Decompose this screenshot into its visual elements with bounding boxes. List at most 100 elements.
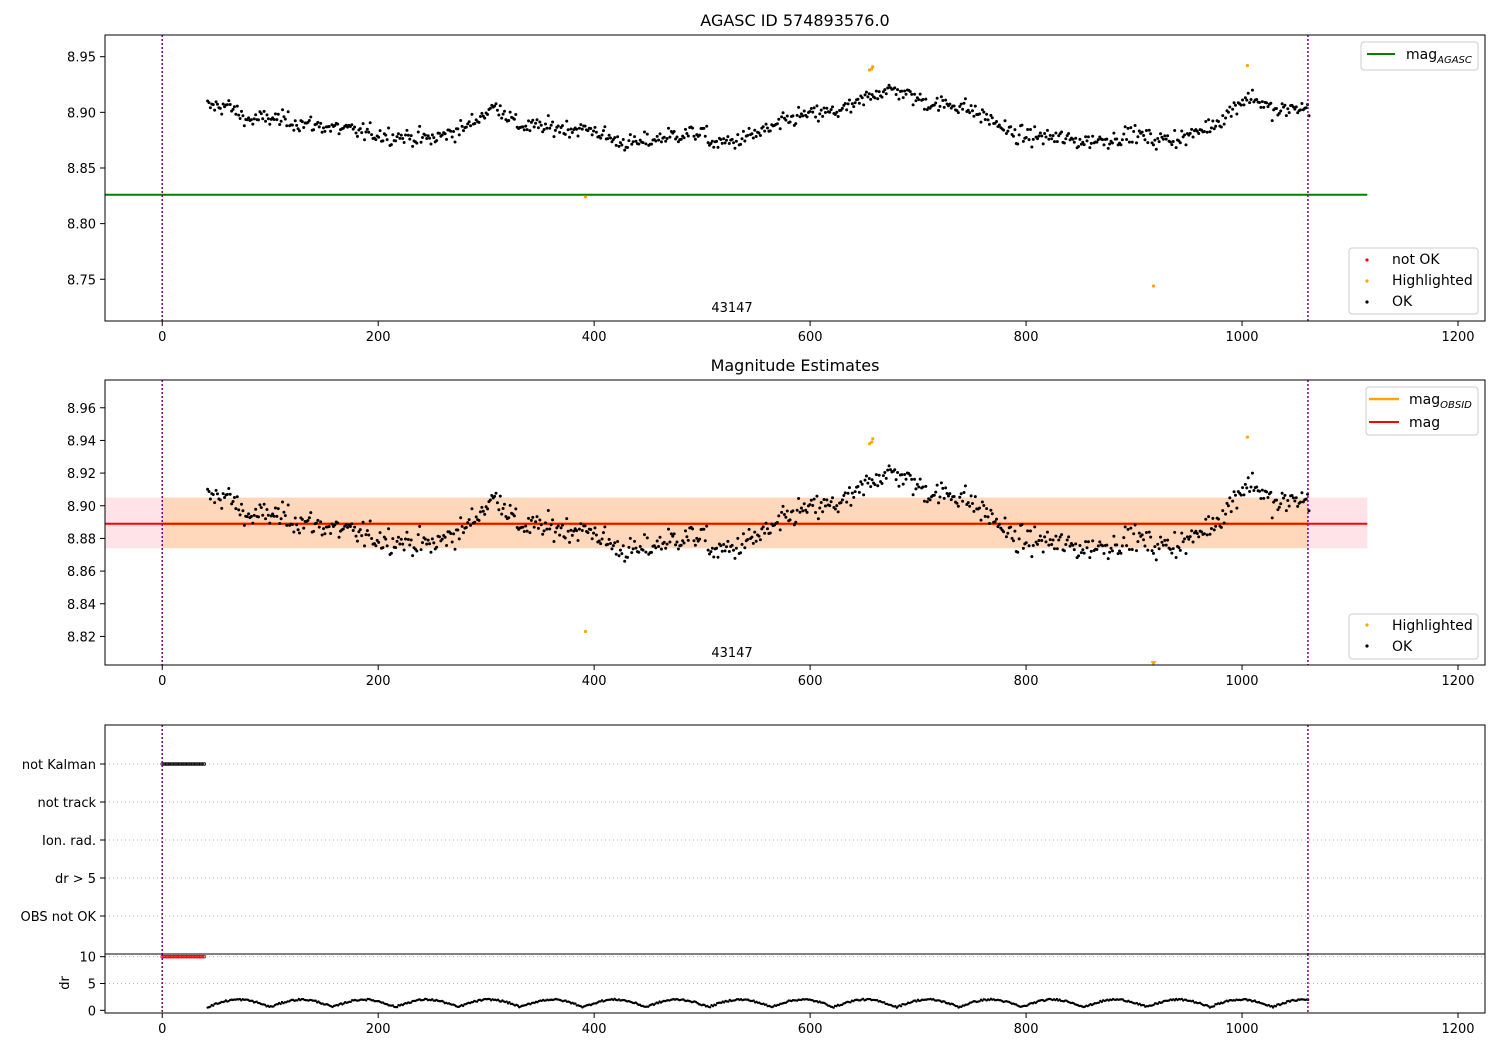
ok-point	[1299, 500, 1303, 504]
ok-point	[1205, 533, 1209, 537]
ok-point	[601, 531, 605, 535]
ok-point	[750, 535, 754, 539]
ok-point	[1235, 506, 1239, 510]
ok-point	[1173, 530, 1177, 534]
ok-point	[712, 145, 716, 149]
ok-point	[894, 478, 898, 482]
ok-point	[782, 512, 786, 516]
ok-point	[401, 136, 405, 140]
ok-point	[662, 540, 666, 544]
ok-point	[276, 507, 280, 511]
ok-point	[283, 117, 287, 121]
ok-point	[452, 532, 456, 536]
ok-point	[1034, 540, 1038, 544]
ok-point	[423, 537, 427, 541]
ok-point	[1108, 142, 1112, 146]
dr-large-point	[163, 954, 168, 959]
ok-point	[307, 516, 311, 520]
flag-point	[183, 762, 187, 766]
ok-point	[894, 93, 898, 97]
ok-point	[983, 118, 987, 122]
ok-point	[867, 92, 871, 96]
ok-point	[478, 510, 482, 514]
ok-point	[538, 120, 542, 124]
ok-point	[363, 138, 367, 142]
ok-point	[1120, 544, 1124, 548]
ok-point	[1207, 515, 1211, 519]
legend-mag-obsid-label-sub: OBSID	[1440, 400, 1472, 411]
ok-point	[928, 498, 932, 502]
ok-point	[913, 477, 917, 481]
dr-large-point	[197, 954, 202, 959]
ok-point	[1262, 105, 1266, 109]
ok-point	[659, 547, 663, 551]
legend-mag-obsid-label: magOBSID	[1409, 392, 1472, 411]
ok-point	[1231, 499, 1235, 503]
dr-point	[1142, 1003, 1146, 1007]
ok-point	[1133, 123, 1137, 127]
ok-point	[293, 119, 297, 123]
ok-point	[626, 146, 630, 150]
ok-point	[529, 518, 533, 522]
ok-point	[706, 141, 710, 145]
ok-point	[512, 514, 516, 518]
dr-point	[1284, 1001, 1287, 1005]
ok-point	[1078, 137, 1082, 141]
dr-point	[1055, 997, 1059, 1001]
ok-point	[317, 125, 321, 129]
ok-point	[1021, 139, 1025, 143]
ok-point	[1262, 496, 1266, 500]
ok-point	[1153, 138, 1157, 142]
ok-point	[823, 504, 827, 508]
ok-point	[987, 521, 991, 525]
ok-point	[579, 522, 583, 526]
ok-point	[1062, 549, 1066, 553]
ok-point	[1057, 538, 1061, 542]
ok-point	[607, 537, 611, 541]
ok-point	[627, 545, 631, 549]
ok-point	[664, 546, 668, 550]
panel-magnitude-ytick-label: 8.86	[67, 565, 96, 580]
ok-point	[903, 89, 907, 93]
ok-point	[676, 547, 680, 551]
ok-point	[692, 539, 696, 543]
ok-point	[470, 507, 474, 511]
ok-point	[569, 127, 573, 131]
ok-point	[818, 112, 822, 116]
ok-point	[1115, 137, 1119, 141]
dr-point	[978, 1000, 981, 1003]
dr-point	[1191, 999, 1195, 1003]
legend-magnitude-ok-marker	[1365, 644, 1369, 648]
ok-point	[364, 130, 368, 134]
ok-point	[845, 108, 849, 112]
ok-point	[659, 140, 663, 144]
ok-point	[1048, 538, 1052, 542]
ok-point	[1010, 536, 1014, 540]
ok-point	[502, 502, 506, 506]
ok-point	[275, 118, 279, 122]
ok-point	[733, 146, 737, 150]
ok-point	[709, 142, 713, 146]
ok-point	[685, 131, 689, 135]
ok-point	[897, 97, 901, 101]
ok-point	[423, 133, 427, 137]
ok-point	[1191, 540, 1195, 544]
ok-point	[1017, 537, 1021, 541]
ok-point	[430, 133, 434, 137]
ok-point	[1183, 133, 1187, 137]
panel-dr: 0 200 400 600 800 1000 1200 0 5 10 dr	[58, 951, 1486, 1037]
ok-point	[1060, 533, 1064, 537]
ok-point	[348, 525, 352, 529]
ok-point	[850, 102, 854, 106]
dr-point	[314, 999, 317, 1002]
ok-point	[740, 542, 744, 546]
legend-agasc-line-label: magAGASC	[1406, 47, 1472, 66]
ok-point	[1164, 543, 1168, 547]
ok-point	[746, 537, 750, 541]
ok-point	[828, 504, 832, 508]
ok-point	[389, 143, 393, 147]
panel-dr-ytick-label: 5	[88, 978, 96, 993]
ok-point	[730, 543, 734, 547]
ok-point	[614, 143, 618, 147]
ok-point	[355, 539, 359, 543]
